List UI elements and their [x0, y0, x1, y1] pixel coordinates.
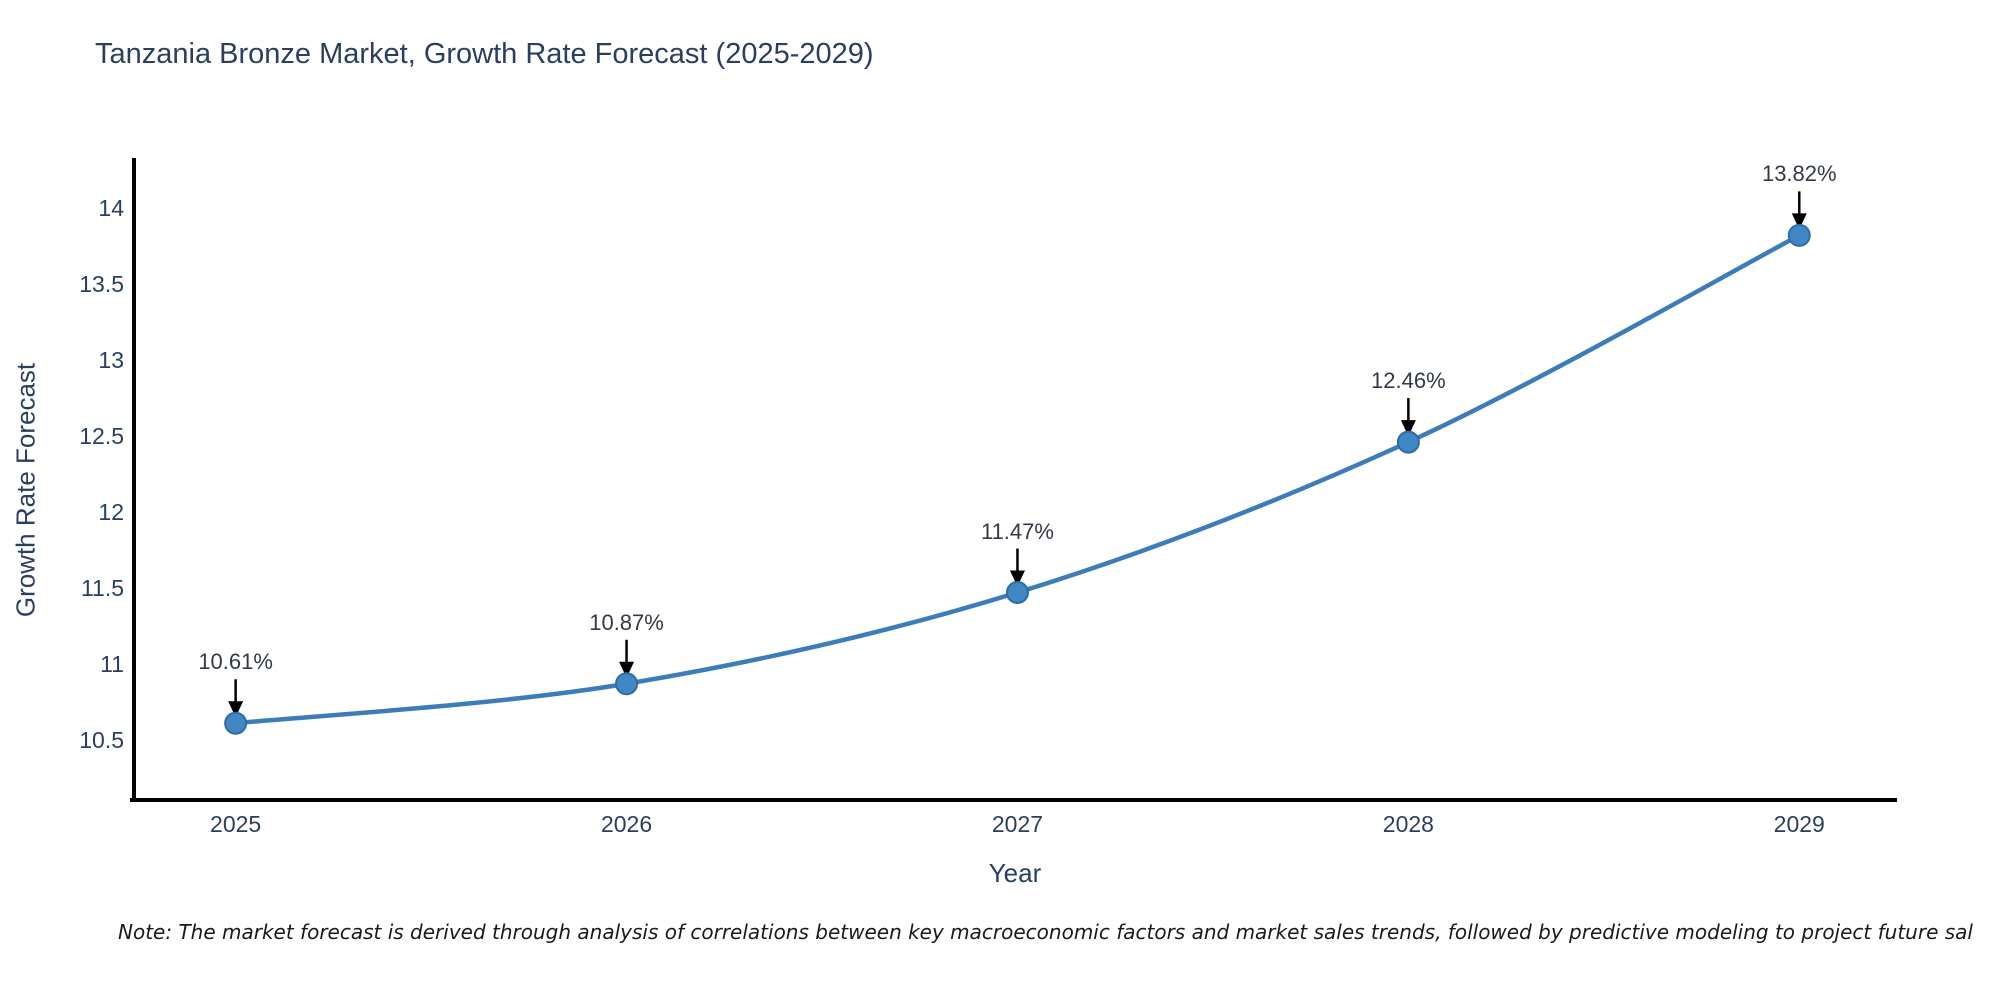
- note-text: Note: The market forecast is derived thr…: [118, 920, 1973, 944]
- point-label: 11.47%: [980, 518, 1054, 544]
- x-tick-label: 2027: [991, 811, 1044, 837]
- annotation-arrow-head: [1400, 420, 1416, 437]
- point-label: 12.46%: [1371, 368, 1446, 394]
- x-tick-label: 2029: [1773, 811, 1825, 837]
- x-tick-label: 2026: [600, 811, 653, 837]
- x-tick-label: 2025: [210, 811, 262, 837]
- y-tick-label: 12.5: [79, 423, 124, 449]
- line-series: [235, 233, 1801, 726]
- annotation-arrow-head: [619, 661, 635, 678]
- y-tick-label: 13: [98, 347, 124, 373]
- annotation-arrow-head: [228, 701, 244, 718]
- data-point-2025[interactable]: [224, 711, 248, 735]
- y-axis-title: Growth Rate Forecast: [10, 362, 41, 618]
- y-tick-label: 10.5: [79, 726, 124, 753]
- y-tick-label: 12: [98, 498, 124, 525]
- x-axis-title: Year: [988, 858, 1042, 888]
- data-point-2027[interactable]: [1005, 581, 1029, 605]
- data-point-2028[interactable]: [1396, 430, 1420, 454]
- chart-title: Tanzania Bronze Market, Growth Rate Fore…: [95, 38, 874, 70]
- annotation-arrow-head: [1791, 213, 1807, 230]
- y-tick-label: 14: [98, 195, 124, 222]
- data-point-2029[interactable]: [1787, 223, 1811, 247]
- point-label: 13.82%: [1761, 161, 1837, 187]
- annotation-arrow-head: [1009, 570, 1025, 587]
- y-tick-label: 11: [100, 650, 124, 677]
- x-tick-label: 2028: [1382, 811, 1434, 837]
- point-label: 10.87%: [589, 609, 664, 635]
- y-tick-label: 11.5: [80, 574, 124, 601]
- data-point-2026[interactable]: [615, 672, 639, 696]
- y-tick-label: 13.5: [79, 271, 124, 298]
- point-label: 10.61%: [198, 649, 273, 675]
